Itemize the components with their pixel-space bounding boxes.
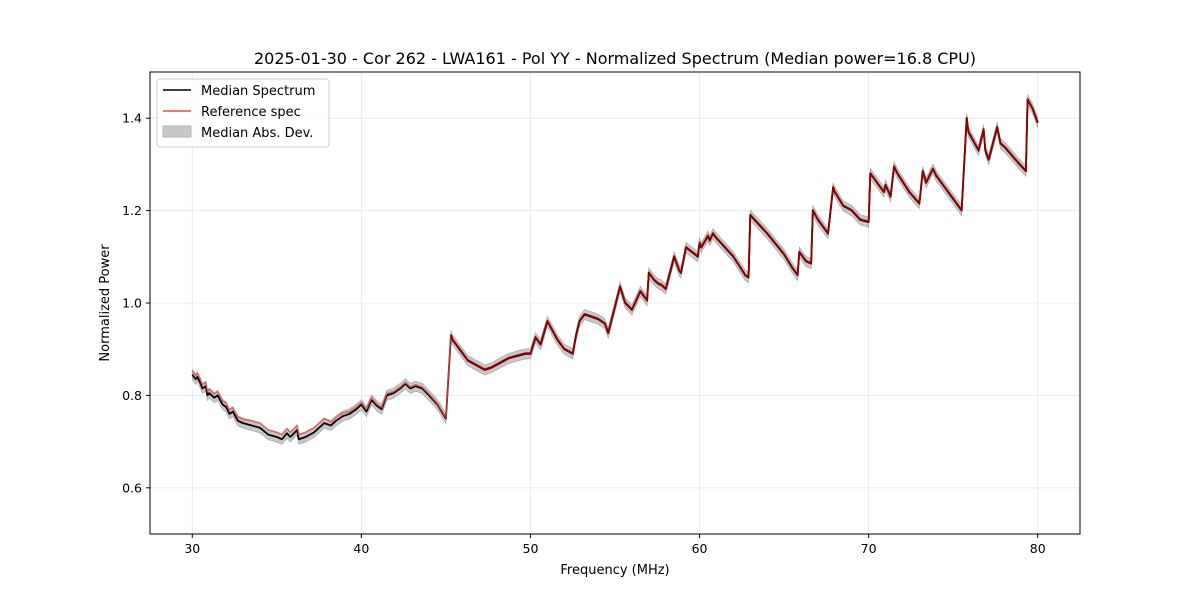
- series-layer: [191, 98, 1039, 441]
- x-tick-label: 50: [523, 541, 539, 556]
- x-tick-label: 60: [692, 541, 708, 556]
- x-tick-label: 70: [861, 541, 877, 556]
- y-tick-label: 1.0: [122, 296, 142, 311]
- legend-mad-swatch: [162, 125, 192, 138]
- x-tick-label: 80: [1030, 541, 1046, 556]
- x-axis-ticks: 30 40 50 60 70 80: [184, 534, 1046, 556]
- x-tick-label: 40: [353, 541, 369, 556]
- legend-median-label: Median Spectrum: [201, 84, 315, 99]
- legend-reference-label: Reference spec: [201, 105, 301, 120]
- y-axis-ticks: 0.6 0.8 1.0 1.2 1.4: [122, 111, 150, 495]
- y-tick-label: 1.4: [122, 111, 142, 126]
- overlap-line: [450, 98, 1039, 371]
- chart-title: 2025-01-30 - Cor 262 - LWA161 - Pol YY -…: [254, 49, 976, 68]
- grid: [150, 72, 1080, 534]
- y-tick-label: 1.2: [122, 203, 142, 218]
- y-tick-label: 0.6: [122, 480, 142, 495]
- legend: Median Spectrum Reference spec Median Ab…: [156, 78, 330, 148]
- x-tick-label: 30: [184, 541, 200, 556]
- y-tick-label: 0.8: [122, 388, 142, 403]
- y-axis-label: Normalized Power: [98, 244, 113, 362]
- x-axis-label: Frequency (MHz): [560, 563, 669, 578]
- legend-mad-label: Median Abs. Dev.: [201, 126, 313, 141]
- legend-box: [156, 78, 330, 148]
